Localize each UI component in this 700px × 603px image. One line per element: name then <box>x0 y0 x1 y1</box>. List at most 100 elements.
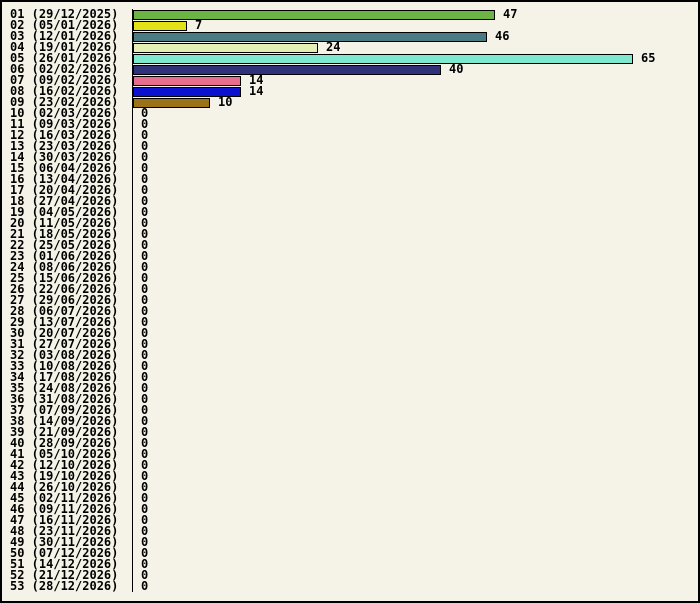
value-label: 0 <box>141 414 149 428</box>
category-label: 39 (21/09/2026) <box>10 427 119 438</box>
plot-area: 14 <box>132 73 698 87</box>
value-label: 0 <box>141 315 149 329</box>
category-label: 46 (09/11/2026) <box>10 504 119 515</box>
value-label: 0 <box>141 348 149 362</box>
plot-area: 0 <box>132 205 698 219</box>
category-label: 22 (25/05/2026) <box>10 240 119 251</box>
category-label: 12 (16/03/2026) <box>10 130 119 141</box>
value-label: 0 <box>141 337 149 351</box>
plot-area: 0 <box>132 282 698 296</box>
category-label: 03 (12/01/2026) <box>10 31 119 42</box>
plot-area: 0 <box>132 173 698 185</box>
plot-area: 0 <box>132 382 698 394</box>
category-label: 09 (23/02/2026) <box>10 97 119 108</box>
value-label: 0 <box>141 304 149 318</box>
value-label: 0 <box>141 227 149 241</box>
category-label: 29 (13/07/2026) <box>10 317 119 328</box>
category-label: 04 (19/01/2026) <box>10 42 119 53</box>
chart-row: 04 (19/01/2026) 24 <box>2 40 698 54</box>
value-label: 24 <box>326 40 341 54</box>
category-label: 11 (09/03/2026) <box>10 119 119 130</box>
plot-area: 0 <box>132 491 698 505</box>
chart-row: 34 (17/08/2026) 0 <box>2 370 698 384</box>
value-label: 0 <box>141 458 149 472</box>
plot-area: 0 <box>132 536 698 548</box>
bar <box>133 9 495 20</box>
bar <box>133 97 210 108</box>
plot-area: 0 <box>132 348 698 362</box>
chart-row: 25 (15/06/2026) 0 <box>2 272 698 284</box>
chart-row: 13 (23/03/2026) 0 <box>2 139 698 153</box>
chart-row: 14 (30/03/2026) 0 <box>2 150 698 164</box>
value-label: 0 <box>141 491 149 505</box>
category-label: 40 (28/09/2026) <box>10 438 119 449</box>
value-label: 0 <box>141 249 149 263</box>
category-label: 45 (02/11/2026) <box>10 493 119 504</box>
chart-row: 02 (05/01/2026) 7 <box>2 19 698 31</box>
value-label: 46 <box>495 29 510 43</box>
plot-area: 65 <box>132 51 698 65</box>
value-label: 0 <box>141 139 149 153</box>
category-label: 23 (01/06/2026) <box>10 251 119 262</box>
category-label: 06 (02/02/2026) <box>10 64 119 75</box>
chart-row: 07 (09/02/2026) 14 <box>2 73 698 87</box>
plot-area: 46 <box>132 29 698 43</box>
plot-area: 0 <box>132 184 698 196</box>
value-label: 0 <box>141 502 149 516</box>
value-label: 14 <box>249 73 264 87</box>
category-label: 44 (26/10/2026) <box>10 482 119 493</box>
value-label: 0 <box>141 282 149 296</box>
value-label: 0 <box>141 546 149 560</box>
category-label: 32 (03/08/2026) <box>10 350 119 361</box>
value-label: 0 <box>141 579 149 593</box>
category-label: 27 (29/06/2026) <box>10 295 119 306</box>
category-label: 51 (14/12/2026) <box>10 559 119 570</box>
value-label: 0 <box>141 447 149 461</box>
plot-area: 0 <box>132 425 698 439</box>
plot-area: 0 <box>132 227 698 241</box>
value-label: 0 <box>141 293 149 307</box>
category-label: 24 (08/06/2026) <box>10 262 119 273</box>
plot-area: 0 <box>132 514 698 526</box>
value-label: 0 <box>141 392 149 406</box>
value-label: 0 <box>141 326 149 340</box>
value-label: 0 <box>141 425 149 439</box>
chart-row: 21 (18/05/2026) 0 <box>2 227 698 241</box>
plot-area: 0 <box>132 326 698 340</box>
chart-row: 39 (21/09/2026) 0 <box>2 425 698 439</box>
category-label: 38 (14/09/2026) <box>10 416 119 427</box>
value-label: 0 <box>141 557 149 571</box>
chart-row: 22 (25/05/2026) 0 <box>2 239 698 251</box>
value-label: 65 <box>641 51 656 65</box>
plot-area: 10 <box>132 96 698 108</box>
category-label: 19 (04/05/2026) <box>10 207 119 218</box>
category-label: 47 (16/11/2026) <box>10 515 119 526</box>
plot-area: 14 <box>132 85 698 97</box>
value-label: 0 <box>141 205 149 219</box>
plot-area: 0 <box>132 194 698 208</box>
category-label: 01 (29/12/2025) <box>10 9 119 20</box>
chart-row: 08 (16/02/2026) 14 <box>2 85 698 97</box>
value-label: 0 <box>141 150 149 164</box>
plot-area: 0 <box>132 239 698 251</box>
value-label: 0 <box>141 260 149 274</box>
plot-area: 0 <box>132 260 698 274</box>
category-label: 43 (19/10/2026) <box>10 471 119 482</box>
chart-row: 27 (29/06/2026) 0 <box>2 293 698 307</box>
chart-row: 17 (20/04/2026) 0 <box>2 184 698 196</box>
category-label: 41 (05/10/2026) <box>10 449 119 460</box>
category-label: 34 (17/08/2026) <box>10 372 119 383</box>
value-label: 0 <box>141 524 149 538</box>
chart-row: 40 (28/09/2026) 0 <box>2 437 698 449</box>
category-label: 50 (07/12/2026) <box>10 548 119 559</box>
bar <box>133 42 318 53</box>
value-label: 40 <box>449 62 464 76</box>
chart-row: 03 (12/01/2026) 46 <box>2 29 698 43</box>
chart-row: 30 (20/07/2026) 0 <box>2 326 698 340</box>
value-label: 0 <box>141 568 149 582</box>
value-label: 0 <box>141 370 149 384</box>
category-label: 15 (06/04/2026) <box>10 163 119 174</box>
category-label: 20 (11/05/2026) <box>10 218 119 229</box>
value-label: 0 <box>141 194 149 208</box>
chart-row: 37 (07/09/2026) 0 <box>2 404 698 416</box>
